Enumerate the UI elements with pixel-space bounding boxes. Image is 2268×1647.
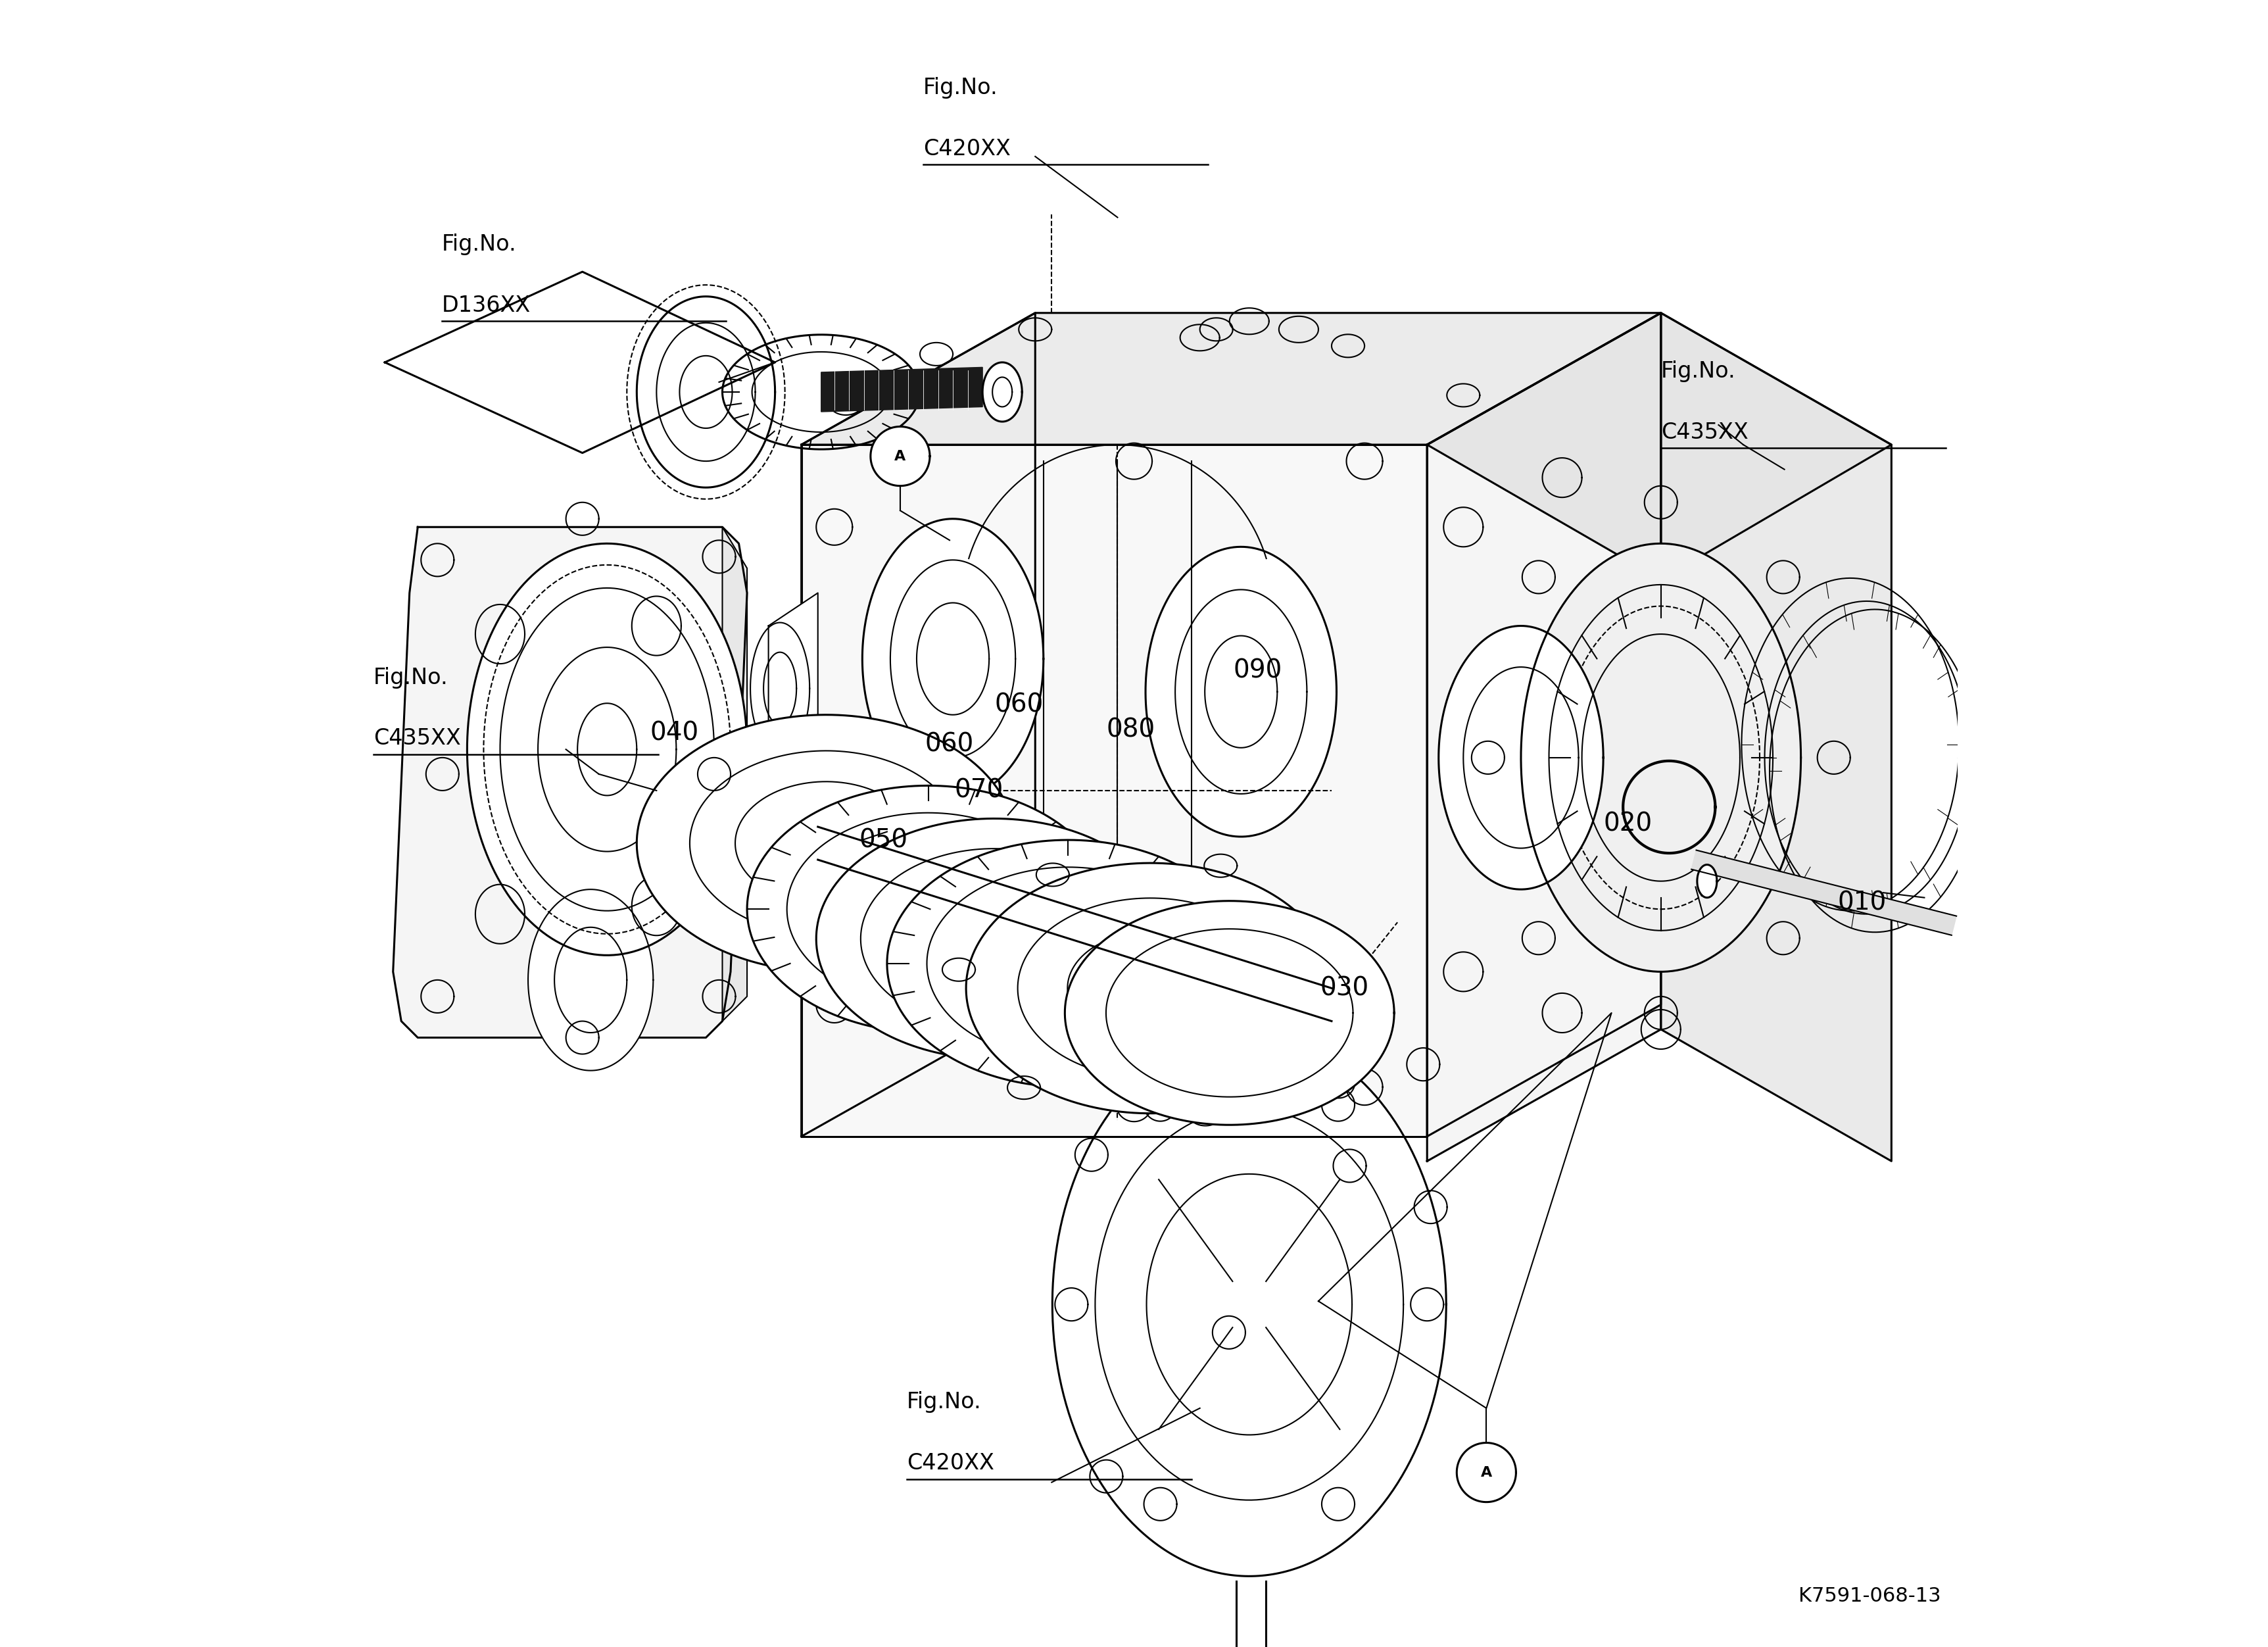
Text: D136XX: D136XX <box>442 295 531 316</box>
Text: C435XX: C435XX <box>374 728 460 749</box>
Polygon shape <box>801 313 1034 1136</box>
Text: 050: 050 <box>860 827 907 853</box>
Polygon shape <box>637 715 1016 972</box>
Polygon shape <box>1145 547 1336 837</box>
Polygon shape <box>1456 1443 1515 1502</box>
Polygon shape <box>1960 868 2009 972</box>
Polygon shape <box>1692 850 1957 935</box>
Polygon shape <box>1427 313 1660 1161</box>
Polygon shape <box>1522 544 1801 972</box>
Polygon shape <box>801 313 1660 445</box>
Polygon shape <box>392 527 746 1038</box>
Text: C420XX: C420XX <box>923 138 1012 160</box>
Text: Fig.No.: Fig.No. <box>442 234 517 255</box>
Polygon shape <box>801 445 1427 1136</box>
Text: A: A <box>1481 1466 1492 1479</box>
Polygon shape <box>871 427 930 486</box>
Polygon shape <box>816 819 1173 1059</box>
Text: Fig.No.: Fig.No. <box>1660 361 1735 382</box>
Polygon shape <box>528 889 653 1071</box>
Text: 030: 030 <box>1320 975 1370 1001</box>
Polygon shape <box>1052 1033 1447 1576</box>
Text: C435XX: C435XX <box>1660 422 1749 443</box>
Polygon shape <box>637 296 776 488</box>
Polygon shape <box>751 623 810 754</box>
Polygon shape <box>386 272 776 453</box>
Text: A: A <box>894 450 905 463</box>
Polygon shape <box>966 863 1336 1113</box>
Polygon shape <box>769 593 819 754</box>
Polygon shape <box>467 544 746 955</box>
Polygon shape <box>1438 626 1603 889</box>
Text: Fig.No.: Fig.No. <box>907 1392 982 1413</box>
Text: 070: 070 <box>955 777 1005 804</box>
Polygon shape <box>721 527 746 1021</box>
Text: 060: 060 <box>925 731 973 758</box>
Text: C420XX: C420XX <box>907 1453 993 1474</box>
Text: 040: 040 <box>651 720 699 746</box>
Polygon shape <box>1660 313 1892 1161</box>
Text: 010: 010 <box>1837 889 1887 916</box>
Text: 060: 060 <box>993 692 1043 718</box>
Polygon shape <box>1066 901 1395 1125</box>
Polygon shape <box>887 840 1250 1087</box>
Polygon shape <box>821 367 982 412</box>
Text: Fig.No.: Fig.No. <box>374 667 449 688</box>
Polygon shape <box>862 519 1043 799</box>
Text: 080: 080 <box>1107 716 1154 743</box>
Text: 020: 020 <box>1603 810 1653 837</box>
Polygon shape <box>982 362 1023 422</box>
Text: K7591-068-13: K7591-068-13 <box>1799 1586 1941 1606</box>
Polygon shape <box>1427 313 1892 580</box>
Text: Fig.No.: Fig.No. <box>923 77 998 99</box>
Polygon shape <box>1427 313 1660 1136</box>
Polygon shape <box>1696 865 1717 898</box>
Polygon shape <box>746 786 1109 1033</box>
Text: 090: 090 <box>1234 657 1281 684</box>
